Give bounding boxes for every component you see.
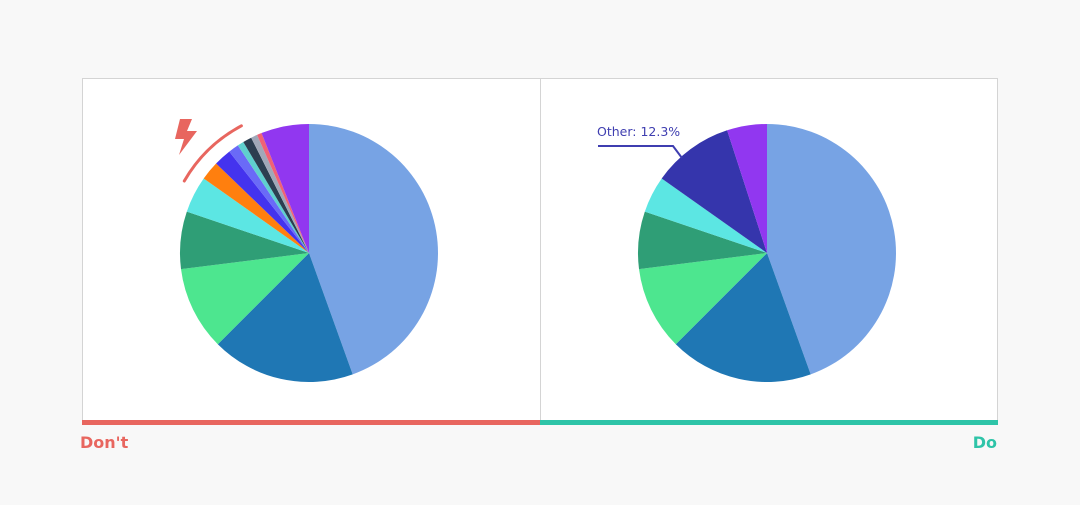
do-label: Do	[972, 433, 997, 452]
do-pie-slice-1	[767, 124, 896, 375]
do-pie-slice-3	[639, 253, 767, 345]
dont-pie-slice-11	[251, 134, 309, 253]
dont-pie-slice-1	[309, 124, 438, 375]
dont-label: Don't	[80, 433, 129, 452]
dont-pie-slice-13	[261, 124, 309, 253]
do-chart-panel: Other: 12.3%	[540, 78, 998, 421]
do-pie-slice-4	[638, 211, 767, 270]
dont-pie-slice-5	[186, 178, 309, 253]
do-pie-chart: Other: 12.3%	[597, 124, 896, 382]
dont-pie-slice-2	[217, 253, 353, 382]
dont-pie-slice-12	[257, 133, 309, 253]
dont-pie-slice-4	[180, 211, 309, 270]
dont-pie-slice-8	[229, 145, 309, 253]
dont-pie-slice-10	[243, 137, 309, 253]
do-pie-slice-5	[644, 178, 767, 253]
lightning-icon	[175, 119, 197, 155]
callout-label: Other: 12.3%	[597, 124, 680, 139]
callout-leader-line	[598, 145, 683, 159]
do-pie-slice-2	[675, 253, 811, 382]
dont-pie-slice-6	[203, 163, 309, 253]
do-pie-slice-7	[727, 124, 767, 253]
dont-bar	[82, 420, 540, 425]
do-pie-slice-6	[661, 130, 767, 253]
dont-pie-chart	[175, 119, 438, 382]
warning-arc	[182, 124, 243, 183]
do-bar	[540, 420, 998, 425]
dont-pie-slice-7	[216, 151, 309, 253]
dont-chart-panel	[82, 78, 541, 421]
dont-pie-slice-3	[181, 253, 309, 345]
dont-pie-slice-9	[237, 141, 309, 253]
